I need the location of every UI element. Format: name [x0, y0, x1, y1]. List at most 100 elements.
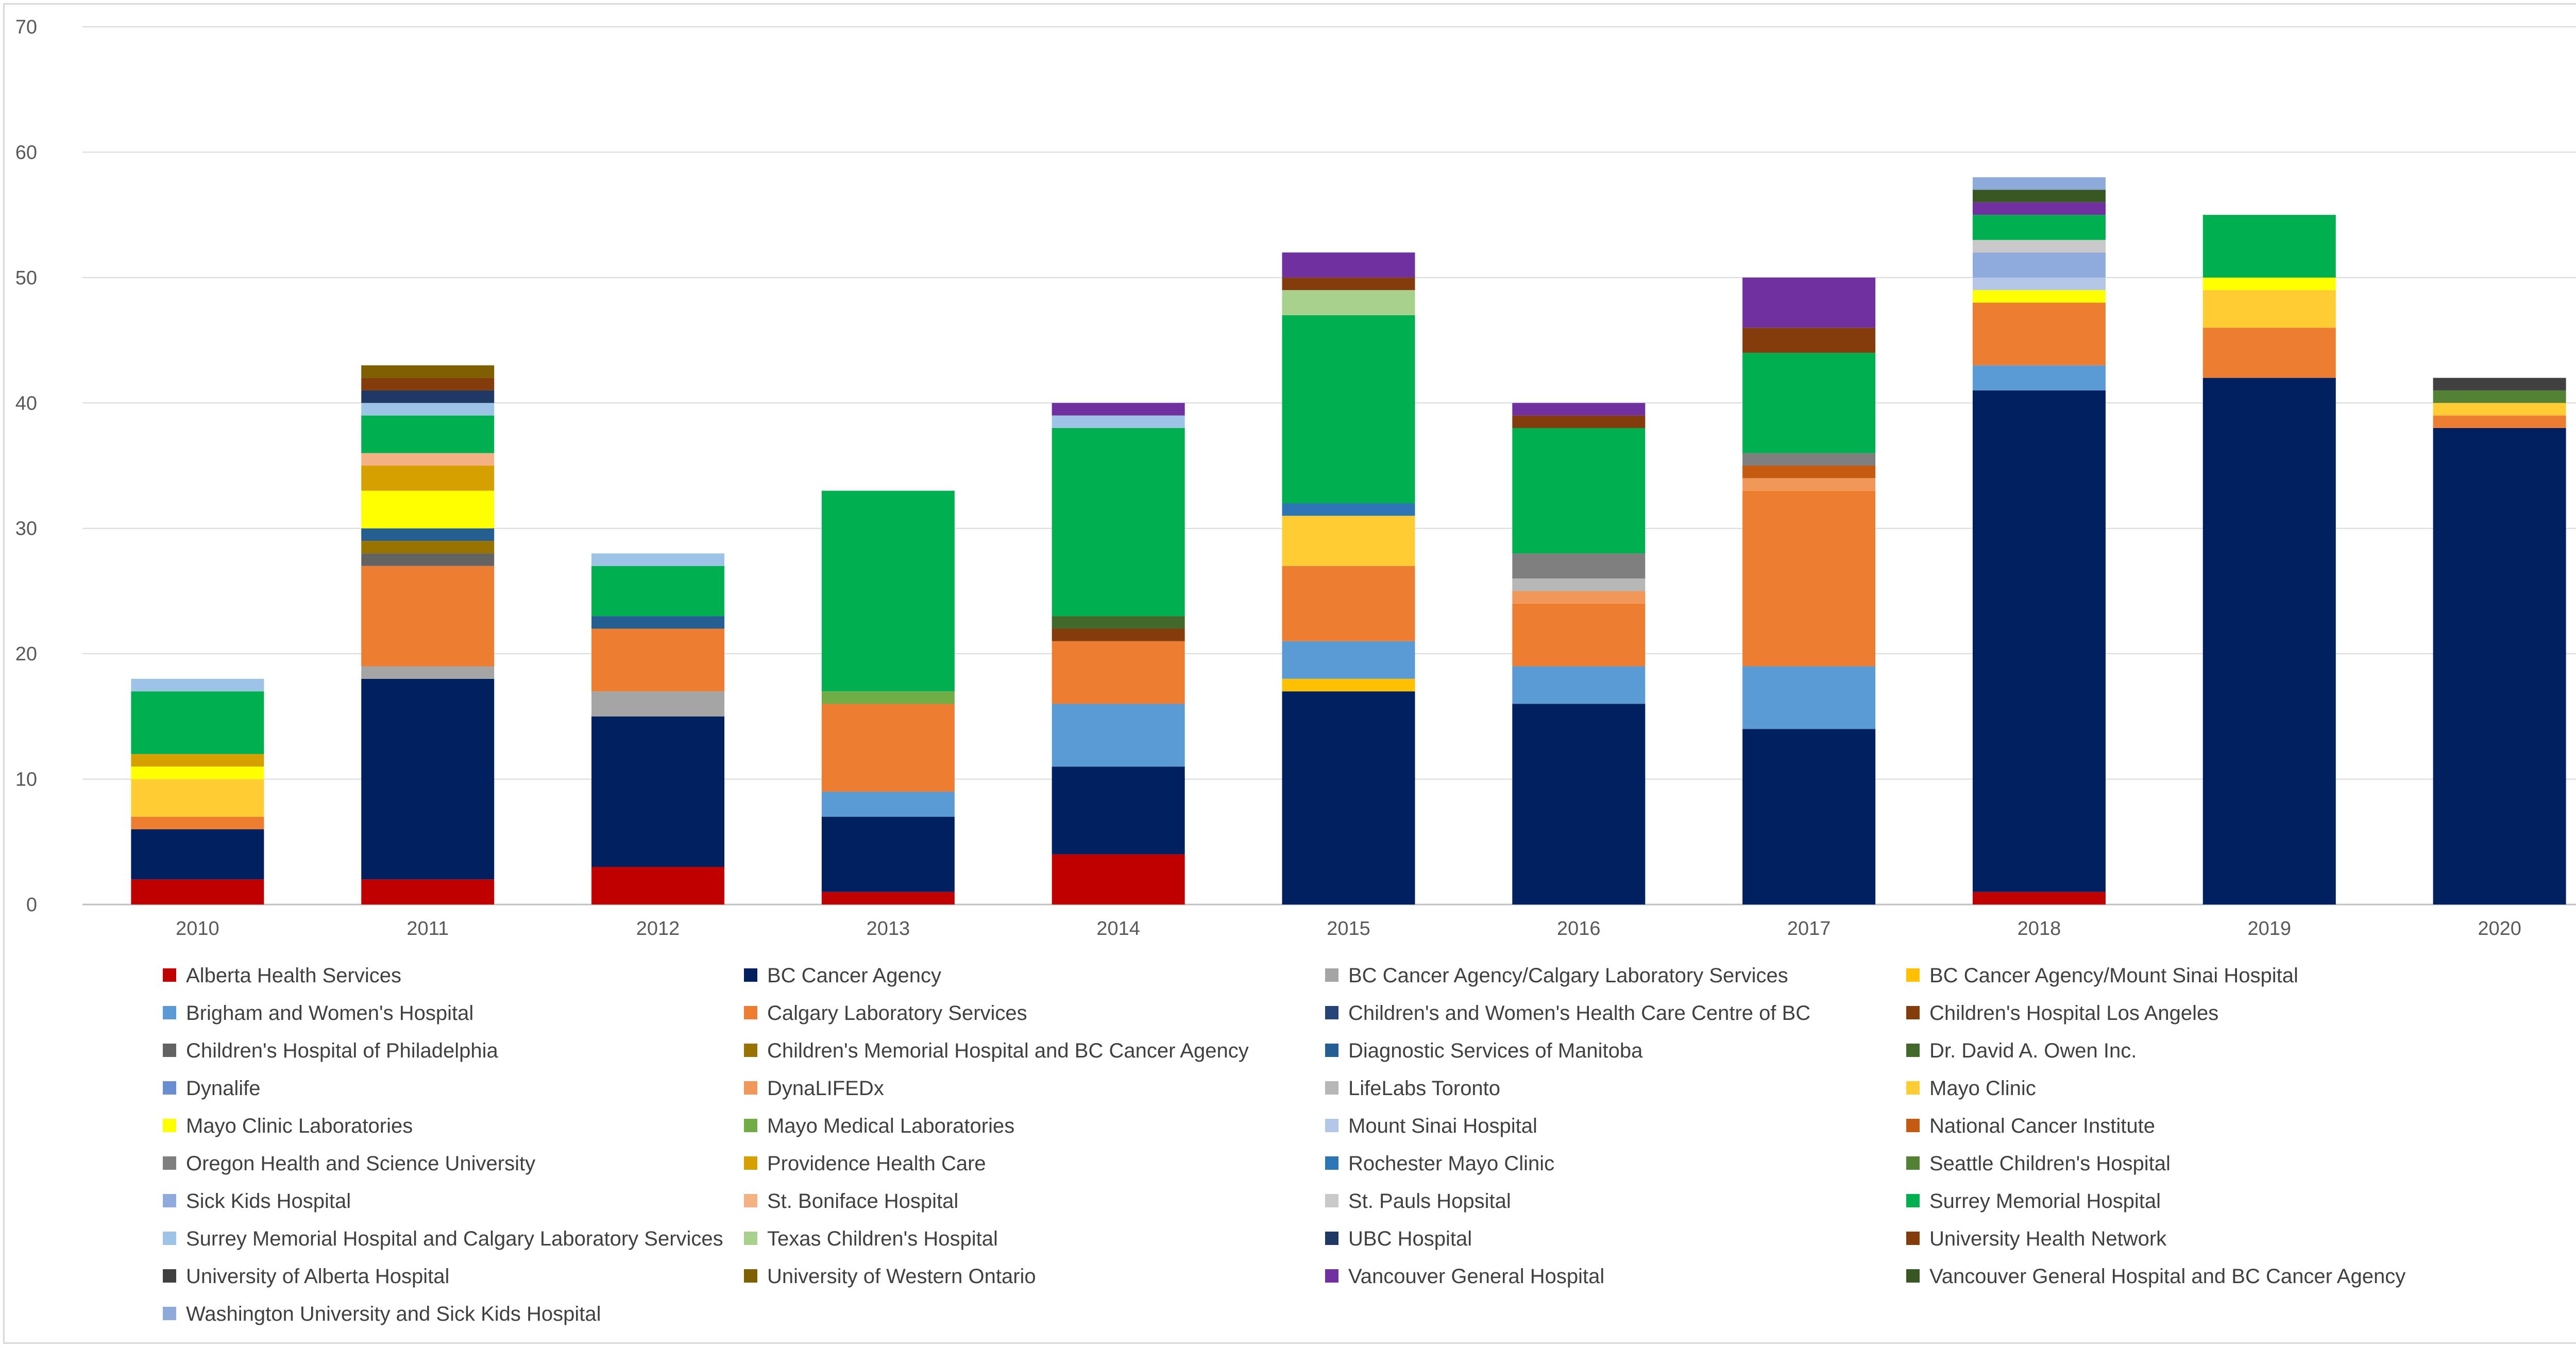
- bar-segment: [2433, 378, 2566, 390]
- legend-swatch: [163, 1006, 176, 1019]
- legend-swatch: [744, 1269, 757, 1283]
- bar-segment: [591, 553, 725, 566]
- bar-segment: [1512, 403, 1646, 416]
- bar-segment: [1052, 415, 1185, 428]
- bar-segment: [821, 816, 955, 892]
- bar-segment: [361, 453, 495, 466]
- y-tick-label: 60: [15, 142, 37, 163]
- legend-label: Children's Memorial Hospital and BC Canc…: [767, 1039, 1249, 1062]
- legend-label: Diagnostic Services of Manitoba: [1348, 1039, 1643, 1062]
- legend-swatch: [163, 1044, 176, 1057]
- bar-segment: [1052, 704, 1185, 767]
- legend-label: Children's Hospital Los Angeles: [1929, 1002, 2218, 1025]
- bar-segment: [1052, 428, 1185, 617]
- legend-label: St. Pauls Hopsital: [1348, 1190, 1511, 1213]
- legend-label: Dynalife: [186, 1077, 261, 1100]
- bar-segment: [821, 892, 955, 905]
- bar-segment: [1052, 403, 1185, 416]
- bar-segment: [2433, 415, 2566, 428]
- legend-swatch: [1906, 1156, 1920, 1170]
- legend-label: Mayo Medical Laboratories: [767, 1115, 1014, 1137]
- bar-segment: [1972, 892, 2106, 905]
- x-tick-label: 2013: [867, 918, 910, 940]
- legend-label: Mount Sinai Hospital: [1348, 1115, 1537, 1137]
- bar-segment: [361, 490, 495, 528]
- x-tick-label: 2020: [2478, 918, 2521, 940]
- legend-swatch: [1906, 1194, 1920, 1207]
- bar-segment: [361, 415, 495, 453]
- legend-swatch: [1906, 1269, 1920, 1283]
- legend-swatch: [1325, 1194, 1338, 1207]
- bar-segment: [1282, 516, 1415, 566]
- bar-segment: [131, 691, 264, 754]
- legend-label: Mayo Clinic Laboratories: [186, 1115, 413, 1137]
- bar-segment: [1052, 766, 1185, 855]
- x-tick-label: 2015: [1327, 918, 1370, 940]
- bar-segment: [1742, 453, 1876, 466]
- legend-label: University of Alberta Hospital: [186, 1265, 449, 1288]
- bar-segment: [2433, 428, 2566, 905]
- bar-segment: [131, 779, 264, 817]
- bar-segment: [1052, 628, 1185, 641]
- bar-segment: [2433, 403, 2566, 416]
- bar-segment: [131, 816, 264, 829]
- bar-segment: [1512, 428, 1646, 554]
- x-tick-label: 2018: [2018, 918, 2061, 940]
- bar-segment: [1282, 503, 1415, 516]
- x-tick-label: 2010: [176, 918, 219, 940]
- bar-segment: [1512, 704, 1646, 905]
- legend-label: Children's and Women's Health Care Centr…: [1348, 1002, 1810, 1025]
- legend-label: Sick Kids Hospital: [186, 1190, 351, 1213]
- bar-segment: [2202, 215, 2336, 278]
- bar-segment: [1742, 490, 1876, 667]
- bar-segment: [821, 490, 955, 692]
- bar-segment: [1742, 328, 1876, 353]
- legend-label: BC Cancer Agency/Mount Sinai Hospital: [1929, 964, 2298, 987]
- legend-swatch: [1325, 1232, 1338, 1245]
- legend-swatch: [1325, 1081, 1338, 1095]
- bar-segment: [1742, 666, 1876, 729]
- legend-swatch: [163, 1119, 176, 1132]
- bar-segment: [361, 390, 495, 403]
- bar-segment: [131, 879, 264, 905]
- legend-swatch: [744, 1194, 757, 1207]
- legend-swatch: [163, 1156, 176, 1170]
- bar-segment: [2202, 378, 2336, 905]
- legend-swatch: [1906, 1232, 1920, 1245]
- bar-segment: [1972, 240, 2106, 253]
- bar-segment: [1512, 578, 1646, 591]
- legend-label: St. Boniface Hospital: [767, 1190, 958, 1213]
- bar-segment: [2433, 390, 2566, 403]
- legend-swatch: [1325, 1269, 1338, 1283]
- bar-segment: [1282, 315, 1415, 504]
- bar-segment: [1282, 691, 1415, 905]
- bar-segment: [361, 528, 495, 541]
- legend-label: Seattle Children's Hospital: [1929, 1152, 2171, 1175]
- y-tick-label: 50: [15, 267, 37, 289]
- bar-segment: [1052, 641, 1185, 704]
- bar-segment: [1052, 854, 1185, 905]
- bar-segment: [591, 691, 725, 716]
- y-tick-label: 20: [15, 643, 37, 665]
- bar-segment: [131, 829, 264, 880]
- bar-segment: [361, 466, 495, 491]
- bar-segment: [1512, 603, 1646, 667]
- legend-swatch: [744, 1232, 757, 1245]
- bar-segment: [361, 566, 495, 667]
- bar-segment: [591, 628, 725, 692]
- bar-segment: [1512, 415, 1646, 428]
- bar-segment: [591, 616, 725, 629]
- legend-swatch: [1325, 1119, 1338, 1132]
- bar-segment: [1972, 252, 2106, 278]
- bar-segment: [1742, 478, 1876, 491]
- legend-label: Calgary Laboratory Services: [767, 1002, 1027, 1025]
- bar-segment: [361, 553, 495, 566]
- legend-swatch: [1906, 1006, 1920, 1019]
- legend-swatch: [744, 1006, 757, 1019]
- bar-segment: [591, 866, 725, 905]
- bar-segment: [1512, 666, 1646, 704]
- bar-segment: [1742, 277, 1876, 328]
- legend-swatch: [744, 1156, 757, 1170]
- x-tick-label: 2014: [1096, 918, 1140, 940]
- legend-label: DynaLIFEDx: [767, 1077, 884, 1100]
